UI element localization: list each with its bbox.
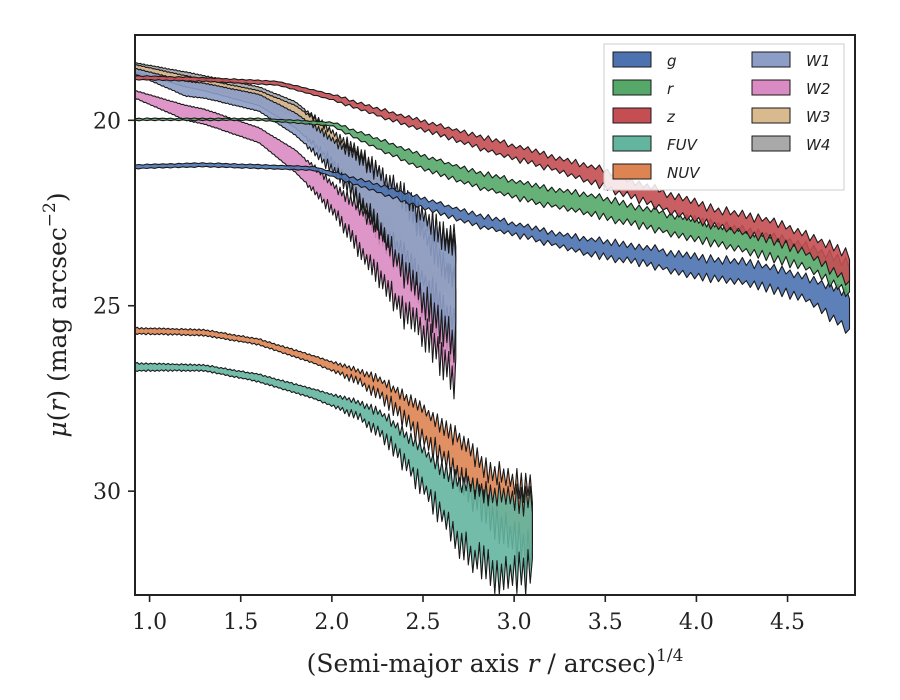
legend-item-z: z <box>612 107 676 126</box>
y-axis-title-open: ( <box>43 412 72 422</box>
y-axis-title-end: ) <box>43 192 72 202</box>
legend-item-nuv: NUV <box>612 163 701 182</box>
legend-item-w2: W2 <box>751 79 830 98</box>
series-band-w2 <box>135 90 457 400</box>
x-tick-label: 3.5 <box>588 610 623 635</box>
y-axis-title-close: ) (mag arcsec <box>43 227 72 400</box>
x-axis-ticks: 1.0 1.5 2.0 2.5 3.0 3.5 4.0 4.5 <box>132 595 805 635</box>
legend-label: W1 <box>806 52 830 70</box>
series-band-z <box>135 75 851 286</box>
legend-label: r <box>667 80 674 98</box>
x-axis-title-tail: / arcsec) <box>539 649 656 678</box>
legend-swatch <box>751 51 791 68</box>
legend-label: g <box>667 52 677 70</box>
x-tick-label: 1.0 <box>132 610 167 635</box>
series-band-w1 <box>135 67 457 363</box>
legend-swatch <box>612 107 652 124</box>
y-axis-ticks: 20 25 30 <box>93 109 135 505</box>
x-axis-title-var: r <box>528 649 542 678</box>
x-axis-title-exponent: 1/4 <box>656 646 683 666</box>
legend-label: W2 <box>806 80 830 98</box>
plot-frame <box>134 34 856 596</box>
x-tick-label: 3.0 <box>497 610 532 635</box>
series-layer <box>135 62 851 595</box>
legend-label: NUV <box>667 164 701 182</box>
x-tick-label: 1.5 <box>223 610 258 635</box>
x-axis-title-main: (Semi-major axis <box>307 649 528 678</box>
x-axis-title: (Semi-major axis r / arcsec)1/4 <box>307 646 684 678</box>
legend-item-w4: W4 <box>751 135 830 154</box>
y-tick-label: 25 <box>93 295 121 320</box>
legend-swatch <box>751 107 791 124</box>
legend-label: FUV <box>667 136 699 154</box>
x-tick-label: 4.5 <box>770 610 805 635</box>
legend-swatch <box>612 163 652 180</box>
legend-item-g: g <box>612 51 677 70</box>
legend-item-w3: W3 <box>751 107 830 126</box>
legend-swatch <box>751 135 791 152</box>
legend-label: z <box>666 108 676 126</box>
x-tick-label: 4.0 <box>679 610 714 635</box>
legend-swatch <box>612 135 652 152</box>
legend-item-fuv: FUV <box>612 135 699 154</box>
series-band-r <box>135 117 851 298</box>
y-axis-title-var: r <box>43 398 72 412</box>
y-tick-label: 20 <box>93 109 121 134</box>
y-axis-title: μ(r) (mag arcsec−2) <box>40 192 72 437</box>
series-band-g <box>135 162 851 334</box>
y-tick-label: 30 <box>93 480 121 505</box>
series-band-fuv <box>135 361 533 595</box>
y-axis-title-exponent: −2 <box>40 202 60 227</box>
legend-label: W3 <box>806 108 830 126</box>
legend-item-w1: W1 <box>751 51 830 70</box>
x-tick-label: 2.0 <box>314 610 349 635</box>
x-tick-label: 2.5 <box>406 610 441 635</box>
y-axis-title-mu: μ <box>43 421 72 437</box>
legend-swatch <box>612 51 652 68</box>
legend-swatch <box>751 79 791 96</box>
legend-label: W4 <box>806 136 830 154</box>
legend-swatch <box>612 79 652 96</box>
legend-item-r: r <box>612 79 674 98</box>
legend: grz FUV NUV W1 W2 W3 W4 <box>603 43 845 191</box>
